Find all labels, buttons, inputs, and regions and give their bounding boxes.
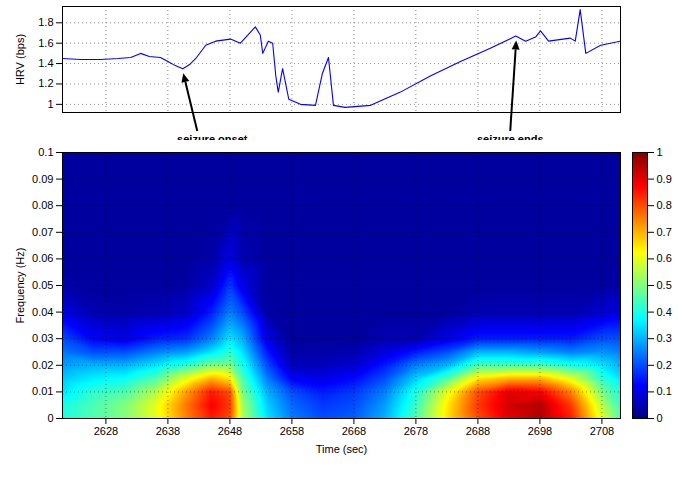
svg-text:1: 1 bbox=[657, 146, 663, 158]
svg-text:0.05: 0.05 bbox=[32, 279, 53, 291]
svg-text:0.3: 0.3 bbox=[657, 332, 672, 344]
svg-text:0: 0 bbox=[47, 412, 53, 424]
svg-text:0.07: 0.07 bbox=[32, 226, 53, 238]
svg-text:0.9: 0.9 bbox=[657, 173, 672, 185]
svg-text:2668: 2668 bbox=[342, 425, 366, 437]
svg-text:0.1: 0.1 bbox=[38, 146, 53, 158]
svg-text:0.01: 0.01 bbox=[32, 385, 53, 397]
svg-text:2658: 2658 bbox=[280, 425, 304, 437]
svg-text:2638: 2638 bbox=[156, 425, 180, 437]
svg-text:0.5: 0.5 bbox=[657, 279, 672, 291]
svg-text:2678: 2678 bbox=[404, 425, 428, 437]
svg-text:0.04: 0.04 bbox=[32, 306, 53, 318]
svg-text:Time (sec): Time (sec) bbox=[316, 443, 368, 455]
svg-text:1.6: 1.6 bbox=[38, 37, 53, 49]
svg-text:2648: 2648 bbox=[218, 425, 242, 437]
svg-text:2708: 2708 bbox=[590, 425, 614, 437]
svg-text:0.08: 0.08 bbox=[32, 199, 53, 211]
svg-text:0.09: 0.09 bbox=[32, 173, 53, 185]
svg-text:0: 0 bbox=[657, 412, 663, 424]
svg-text:2628: 2628 bbox=[94, 425, 118, 437]
svg-text:1: 1 bbox=[47, 98, 53, 110]
svg-text:2698: 2698 bbox=[528, 425, 552, 437]
svg-text:1.8: 1.8 bbox=[38, 16, 53, 28]
svg-text:0.6: 0.6 bbox=[657, 252, 672, 264]
svg-text:0.02: 0.02 bbox=[32, 359, 53, 371]
svg-text:seizure onset: seizure onset bbox=[177, 133, 248, 145]
svg-text:1.4: 1.4 bbox=[38, 57, 53, 69]
svg-text:0.06: 0.06 bbox=[32, 252, 53, 264]
svg-text:2688: 2688 bbox=[466, 425, 490, 437]
svg-text:0.8: 0.8 bbox=[657, 199, 672, 211]
svg-text:Frequency (Hz): Frequency (Hz) bbox=[14, 248, 26, 324]
svg-text:seizure ends: seizure ends bbox=[476, 133, 544, 145]
svg-text:0.4: 0.4 bbox=[657, 306, 672, 318]
svg-text:1.2: 1.2 bbox=[38, 77, 53, 89]
svg-text:0.7: 0.7 bbox=[657, 226, 672, 238]
svg-text:0.1: 0.1 bbox=[657, 385, 672, 397]
svg-text:HRV (bps): HRV (bps) bbox=[14, 34, 26, 85]
svg-text:0.2: 0.2 bbox=[657, 359, 672, 371]
svg-text:0.03: 0.03 bbox=[32, 332, 53, 344]
